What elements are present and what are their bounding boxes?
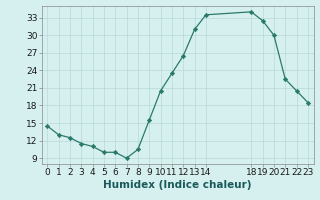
X-axis label: Humidex (Indice chaleur): Humidex (Indice chaleur): [103, 180, 252, 190]
